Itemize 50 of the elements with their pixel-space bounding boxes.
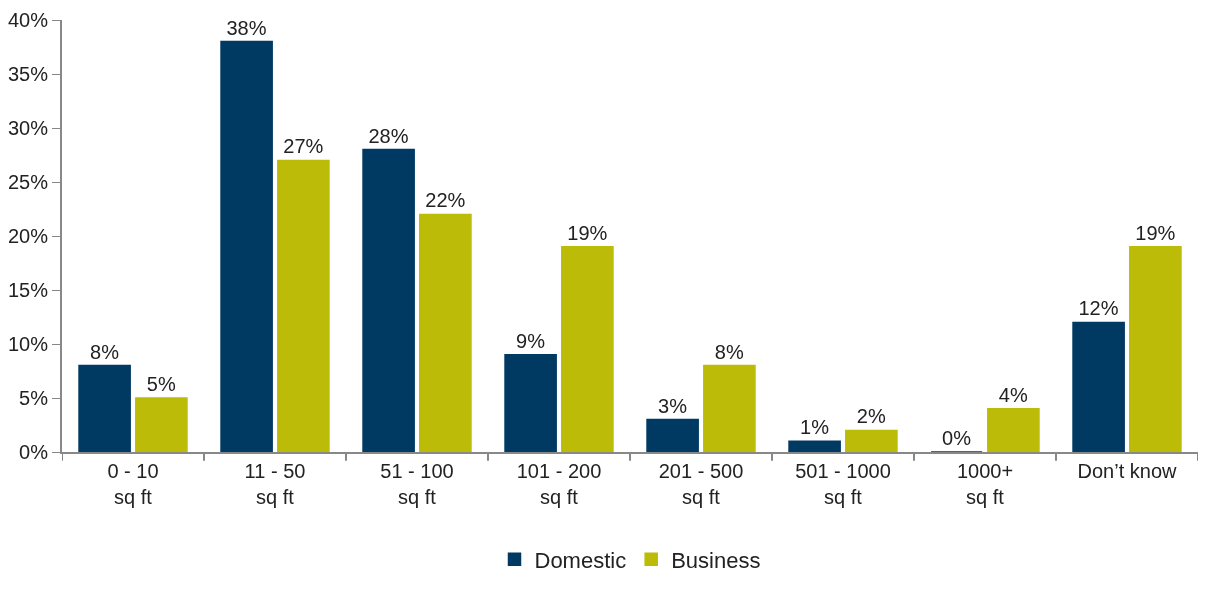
- bar: [788, 440, 841, 452]
- data-label: 12%: [1078, 297, 1119, 320]
- legend-label: Business: [671, 547, 761, 573]
- bar: [220, 40, 273, 452]
- x-tick-label: 11 - 50 sq ft: [244, 460, 306, 508]
- data-label: 9%: [516, 329, 546, 352]
- y-tick-label: 25%: [7, 171, 49, 193]
- data-label: 8%: [714, 340, 744, 363]
- data-label: 0%: [942, 427, 972, 449]
- bar: [703, 364, 756, 452]
- data-label: 28%: [368, 124, 409, 147]
- y-tick-label: 20%: [7, 225, 49, 247]
- bar: [561, 246, 614, 452]
- bar: [987, 408, 1040, 452]
- x-tick-label: 201 - 500 sq ft: [658, 460, 744, 508]
- data-label: 5%: [146, 373, 176, 395]
- y-tick-label: 10%: [7, 333, 49, 355]
- data-label: 19%: [567, 221, 608, 244]
- x-tick-label: 51 - 100 sq ft: [380, 460, 454, 508]
- bar: [1072, 321, 1125, 452]
- x-tick-label: 1000+ sq ft: [956, 460, 1014, 508]
- data-label: 19%: [1135, 221, 1176, 244]
- data-label: 27%: [283, 135, 324, 158]
- bar: [646, 418, 699, 452]
- bar: [277, 159, 330, 452]
- data-label: 1%: [800, 416, 830, 439]
- bar: [135, 397, 188, 452]
- bar: [362, 148, 415, 452]
- data-label: 22%: [425, 189, 466, 212]
- bar: [1129, 246, 1182, 452]
- data-label: 38%: [226, 16, 267, 39]
- bar: [504, 354, 557, 452]
- y-tick-label: 0%: [19, 441, 49, 463]
- y-tick-label: 15%: [7, 279, 49, 301]
- x-tick-label: 501 - 1000 sq ft: [795, 460, 891, 508]
- y-tick-label: 5%: [19, 387, 49, 409]
- x-tick-label: Don’t know: [1077, 460, 1178, 482]
- y-tick-label: 40%: [7, 9, 49, 31]
- bar: [419, 213, 472, 452]
- y-tick-label: 35%: [7, 63, 49, 85]
- data-label: 3%: [658, 394, 688, 417]
- bar: [845, 429, 898, 452]
- x-tick-label: 0 - 10 sq ft: [107, 460, 159, 508]
- x-tick-label: 101 - 200 sq ft: [516, 460, 602, 508]
- data-label: 4%: [998, 383, 1028, 406]
- y-tick-label: 30%: [7, 117, 49, 139]
- bar: [78, 364, 131, 452]
- legend-label: Domestic: [534, 547, 627, 573]
- data-label: 8%: [90, 340, 120, 363]
- data-label: 2%: [856, 405, 886, 428]
